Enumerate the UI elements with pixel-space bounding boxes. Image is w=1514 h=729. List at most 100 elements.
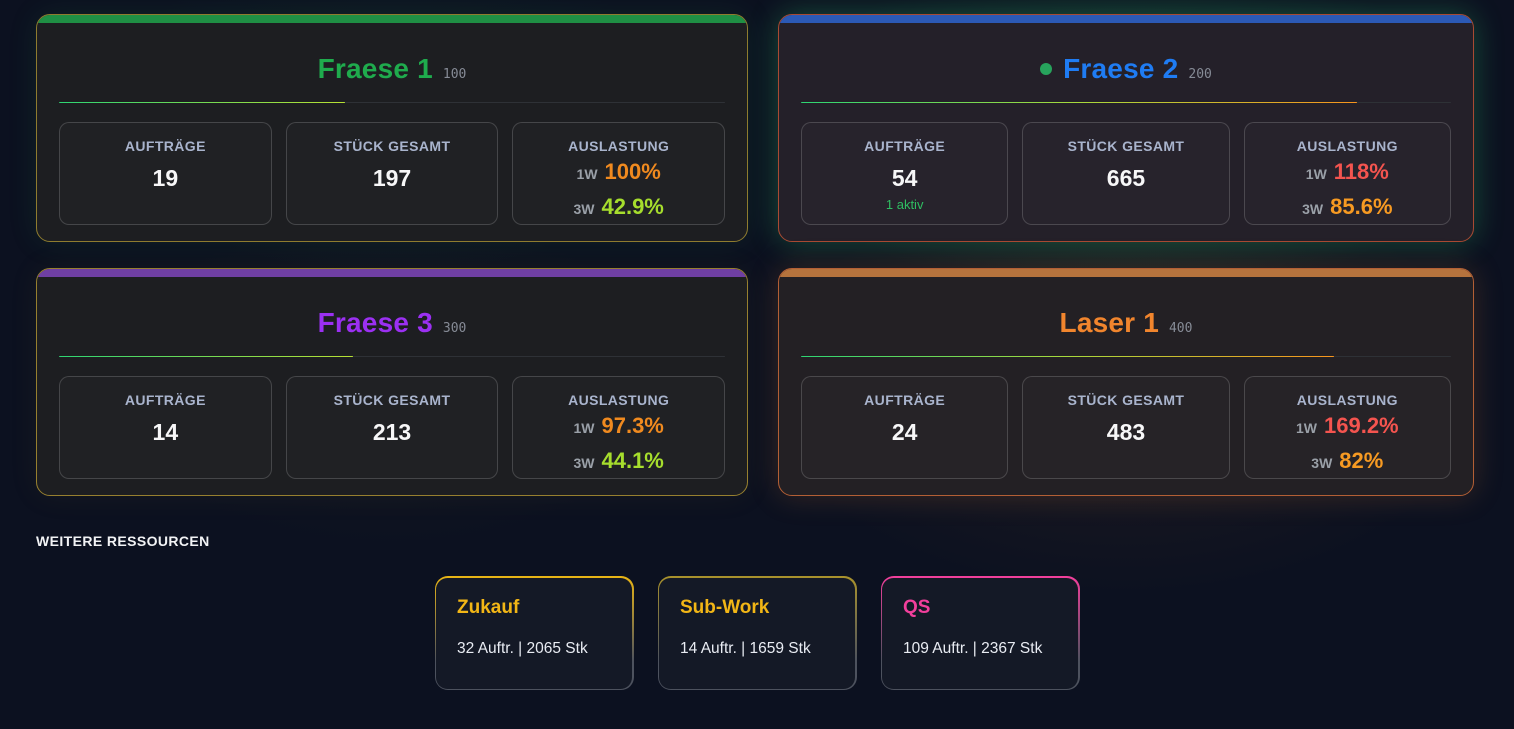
utilization-progress-fill: [59, 102, 345, 103]
more-resources-heading: WEITERE RESSOURCEN: [36, 533, 210, 549]
week3-label: 3W: [1302, 201, 1324, 217]
utilization-week1-row: 1W 118%: [1245, 157, 1450, 189]
stat-box-utilization: AUSLASTUNG 1W 97.3% 3W 44.1%: [512, 376, 726, 479]
resource-row: Zukauf 32 Auftr. | 2065 Stk Sub-Work 14 …: [36, 576, 1478, 690]
machine-code: 400: [1168, 321, 1193, 336]
stat-box-orders: AUFTRÄGE 54 1 aktiv: [801, 122, 1009, 225]
pieces-value: 483: [1106, 419, 1146, 445]
pieces-label: STÜCK GESAMT: [333, 392, 451, 408]
utilization-week3-row: 3W 85.6%: [1245, 192, 1450, 224]
week3-label: 3W: [1311, 455, 1333, 471]
machine-card-fraese-3[interactable]: Fraese 3 300 AUFTRÄGE 14 STÜCK GESAMT 21…: [36, 268, 748, 496]
week3-label: 3W: [573, 455, 595, 471]
machine-card-laser-1[interactable]: Laser 1 400 AUFTRÄGE 24 STÜCK GESAMT 483…: [778, 268, 1474, 496]
resource-summary: 14 Auftr. | 1659 Stk: [680, 639, 811, 657]
machine-code: 300: [442, 321, 467, 336]
resource-card-sub-work[interactable]: Sub-Work 14 Auftr. | 1659 Stk: [657, 576, 857, 690]
utilization-week1-row: 1W 100%: [513, 157, 724, 189]
utilization-progress-track: [59, 102, 725, 103]
pieces-value: 213: [372, 419, 412, 445]
utilization-week1-row: 1W 169.2%: [1245, 411, 1450, 443]
week1-label: 1W: [576, 166, 598, 182]
orders-value: 14: [152, 419, 179, 445]
machine-header: Fraese 2 200: [801, 53, 1451, 85]
utilization-progress-track: [59, 356, 725, 357]
machine-header: Fraese 1 100: [59, 53, 725, 85]
week1-value: 97.3%: [601, 413, 664, 438]
pieces-label: STÜCK GESAMT: [1067, 392, 1185, 408]
active-indicator-dot: [1040, 63, 1053, 75]
stat-box-orders: AUFTRÄGE 14: [59, 376, 272, 479]
resource-card-body: Zukauf 32 Auftr. | 2065 Stk: [436, 577, 632, 689]
stat-box-orders: AUFTRÄGE 19: [59, 122, 272, 225]
machine-card-fraese-2[interactable]: Fraese 2 200 AUFTRÄGE 54 1 aktiv STÜCK G…: [778, 14, 1474, 242]
card-accent-strip: [37, 15, 747, 23]
orders-value: 54: [891, 165, 918, 191]
stats-row: AUFTRÄGE 14 STÜCK GESAMT 213 AUSLASTUNG …: [59, 376, 726, 479]
machine-grid: Fraese 1 100 AUFTRÄGE 19 STÜCK GESAMT 19…: [36, 14, 1478, 496]
stat-box-pieces: STÜCK GESAMT 483: [1022, 376, 1230, 479]
week1-label: 1W: [1296, 420, 1317, 436]
utilization-progress-track: [801, 102, 1451, 103]
utilization-progress-fill: [59, 356, 353, 357]
week3-label: 3W: [573, 201, 595, 217]
utilization-week3-row: 3W 42.9%: [513, 192, 724, 224]
week3-value: 42.9%: [601, 194, 664, 219]
utilization-week3-row: 3W 82%: [1245, 446, 1450, 478]
utilization-label: AUSLASTUNG: [568, 392, 670, 408]
card-accent-strip: [779, 269, 1473, 277]
utilization-week3-row: 3W 44.1%: [513, 446, 724, 478]
utilization-label: AUSLASTUNG: [568, 138, 670, 154]
machine-title: Fraese 2: [1063, 53, 1179, 84]
stat-box-pieces: STÜCK GESAMT 665: [1022, 122, 1230, 225]
orders-label: AUFTRÄGE: [864, 392, 946, 408]
stats-row: AUFTRÄGE 19 STÜCK GESAMT 197 AUSLASTUNG …: [59, 122, 726, 225]
resource-title: Zukauf: [457, 596, 520, 618]
stat-box-pieces: STÜCK GESAMT 197: [285, 122, 499, 225]
stat-box-utilization: AUSLASTUNG 1W 100% 3W 42.9%: [512, 122, 726, 225]
stat-box-utilization: AUSLASTUNG 1W 169.2% 3W 82%: [1243, 376, 1451, 479]
utilization-progress-fill: [801, 102, 1358, 103]
machine-title: Fraese 3: [317, 307, 433, 338]
machine-header: Fraese 3 300: [59, 307, 725, 339]
stats-row: AUFTRÄGE 54 1 aktiv STÜCK GESAMT 665 AUS…: [801, 122, 1451, 225]
card-accent-strip: [779, 15, 1473, 23]
week1-label: 1W: [1305, 166, 1327, 182]
orders-label: AUFTRÄGE: [864, 138, 946, 154]
resource-summary: 32 Auftr. | 2065 Stk: [457, 639, 588, 657]
resource-card-body: Sub-Work 14 Auftr. | 1659 Stk: [659, 577, 855, 689]
pieces-value: 197: [372, 165, 412, 191]
utilization-progress-track: [801, 356, 1451, 357]
utilization-label: AUSLASTUNG: [1296, 138, 1398, 154]
utilization-progress-fill: [801, 356, 1334, 357]
week3-value: 44.1%: [601, 448, 664, 473]
resource-card-qs[interactable]: QS 109 Auftr. | 2367 Stk: [880, 576, 1080, 690]
resource-title: Sub-Work: [680, 596, 770, 618]
stat-box-utilization: AUSLASTUNG 1W 118% 3W 85.6%: [1243, 122, 1451, 225]
week3-value: 85.6%: [1330, 194, 1393, 219]
orders-value: 19: [152, 165, 179, 191]
orders-label: AUFTRÄGE: [124, 138, 206, 154]
card-accent-strip: [37, 269, 747, 277]
machine-header: Laser 1 400: [801, 307, 1451, 339]
resource-title: QS: [903, 596, 931, 618]
orders-label: AUFTRÄGE: [124, 392, 206, 408]
orders-active-note: 1 aktiv: [885, 197, 924, 212]
machine-card-fraese-1[interactable]: Fraese 1 100 AUFTRÄGE 19 STÜCK GESAMT 19…: [36, 14, 748, 242]
resource-card-zukauf[interactable]: Zukauf 32 Auftr. | 2065 Stk: [434, 576, 634, 690]
week1-value: 169.2%: [1324, 413, 1399, 438]
orders-value: 24: [891, 419, 918, 445]
stats-row: AUFTRÄGE 24 STÜCK GESAMT 483 AUSLASTUNG …: [801, 376, 1451, 479]
machine-title: Fraese 1: [317, 53, 433, 84]
pieces-label: STÜCK GESAMT: [1067, 138, 1185, 154]
utilization-week1-row: 1W 97.3%: [513, 411, 724, 443]
machine-title: Laser 1: [1059, 307, 1159, 338]
stat-box-pieces: STÜCK GESAMT 213: [285, 376, 499, 479]
machine-code: 200: [1188, 67, 1212, 82]
machine-code: 100: [442, 67, 467, 82]
week1-label: 1W: [573, 420, 595, 436]
week3-value: 82%: [1339, 448, 1384, 473]
pieces-value: 665: [1106, 165, 1146, 191]
resource-card-body: QS 109 Auftr. | 2367 Stk: [882, 577, 1078, 689]
week1-value: 100%: [604, 159, 661, 184]
